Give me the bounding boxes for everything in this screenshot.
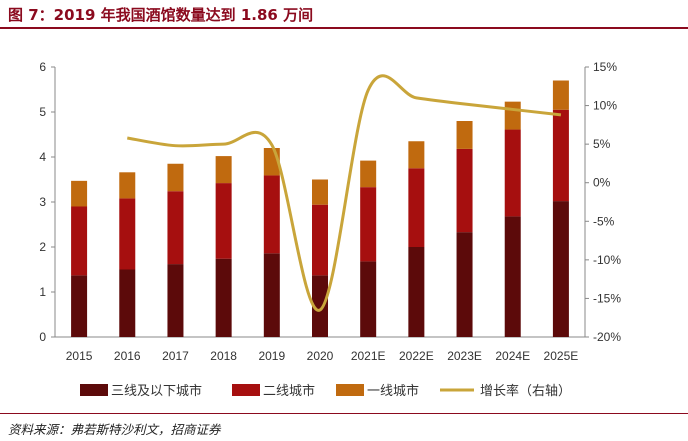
bar-tier1 <box>167 163 184 192</box>
bar-tier3 <box>215 258 232 337</box>
y-tick-label: 5 <box>39 105 46 119</box>
x-tick-label: 2020 <box>307 349 334 363</box>
legend-label: 二线城市 <box>263 383 315 399</box>
bar-tier2 <box>167 191 184 265</box>
growth-line <box>127 74 562 312</box>
bar-tier3 <box>504 216 521 337</box>
title-divider <box>0 27 688 29</box>
y2-tick-label: 5% <box>593 137 611 151</box>
bar-tier1 <box>71 180 88 207</box>
legend-label: 增长率（右轴） <box>480 383 571 399</box>
y2-tick-label: 10% <box>593 99 617 113</box>
legend-swatch-1 <box>80 384 108 396</box>
bar-tier2 <box>408 168 425 247</box>
x-tick-label: 2021E <box>351 349 386 363</box>
y2-tick-label: 15% <box>593 60 617 74</box>
y2-tick-label: -20% <box>593 330 621 344</box>
y-tick-label: 4 <box>39 150 46 164</box>
x-tick-label: 2023E <box>447 349 482 363</box>
bar-tier2 <box>456 148 473 233</box>
bar-tier2 <box>504 129 521 217</box>
bar-tier1 <box>456 121 473 149</box>
bar-tier1 <box>215 156 232 184</box>
bar-tier3 <box>119 269 136 337</box>
source-divider <box>0 413 688 414</box>
source-note: 资料来源：弗若斯特沙利文，招商证券 <box>8 422 221 437</box>
y2-tick-label: 0% <box>593 176 611 190</box>
x-tick-label: 2025E <box>544 349 579 363</box>
bar-tier1 <box>552 80 569 110</box>
legend-label: 一线城市 <box>367 383 419 399</box>
x-tick-label: 2024E <box>495 349 530 363</box>
legend-label: 三线及以下城市 <box>111 383 202 399</box>
bar-tier3 <box>167 264 184 337</box>
bar-tier1 <box>119 172 136 199</box>
x-tick-label: 2015 <box>66 349 93 363</box>
bar-tier1 <box>360 160 377 188</box>
bar-tier2 <box>552 109 569 202</box>
bar-tier2 <box>119 198 136 270</box>
legend-swatch-3 <box>336 384 364 396</box>
y2-tick-label: -15% <box>593 291 621 305</box>
bar-tier3 <box>71 275 88 337</box>
bar-tier3 <box>456 232 473 337</box>
bar-tier3 <box>312 275 328 337</box>
y-tick-label: 3 <box>39 195 46 209</box>
y-tick-label: 1 <box>39 285 46 299</box>
bar-tier2 <box>360 187 377 262</box>
bar-tier3 <box>552 201 569 337</box>
x-tick-label: 2016 <box>114 349 141 363</box>
legend-swatch-2 <box>232 384 260 396</box>
y2-tick-label: -10% <box>593 253 621 267</box>
x-tick-label: 2019 <box>258 349 285 363</box>
chart-axes: 0 1 2 3 4 5 6 15% 10% 5% 0% -5% -10% -15% -20% 2015 2016… <box>39 60 621 363</box>
chart-title: 图 7：2019 年我国酒馆数量达到 1.86 万间 <box>8 6 314 24</box>
bar-tier2 <box>312 204 328 276</box>
bar-tier3 <box>408 247 425 337</box>
chart-bars <box>71 80 569 337</box>
y-tick-label: 2 <box>39 240 46 254</box>
bar-tier2 <box>215 183 232 259</box>
y-tick-label: 6 <box>39 60 46 74</box>
x-tick-label: 2022E <box>399 349 434 363</box>
bar-tier3 <box>360 261 377 337</box>
y2-tick-label: -5% <box>593 214 615 228</box>
bar-tier2 <box>263 175 280 254</box>
y-tick-label: 0 <box>39 330 46 344</box>
bar-tier2 <box>71 206 88 276</box>
bar-tier1 <box>504 101 521 130</box>
growth-line-layer <box>127 74 562 312</box>
bar-tier1 <box>408 141 425 169</box>
x-tick-label: 2018 <box>210 349 237 363</box>
chart-legend: 三线及以下城市 二线城市 一线城市 增长率（右轴） <box>80 383 571 399</box>
bar-tier3 <box>263 253 280 337</box>
bar-tier1 <box>312 179 328 205</box>
x-tick-label: 2017 <box>162 349 189 363</box>
